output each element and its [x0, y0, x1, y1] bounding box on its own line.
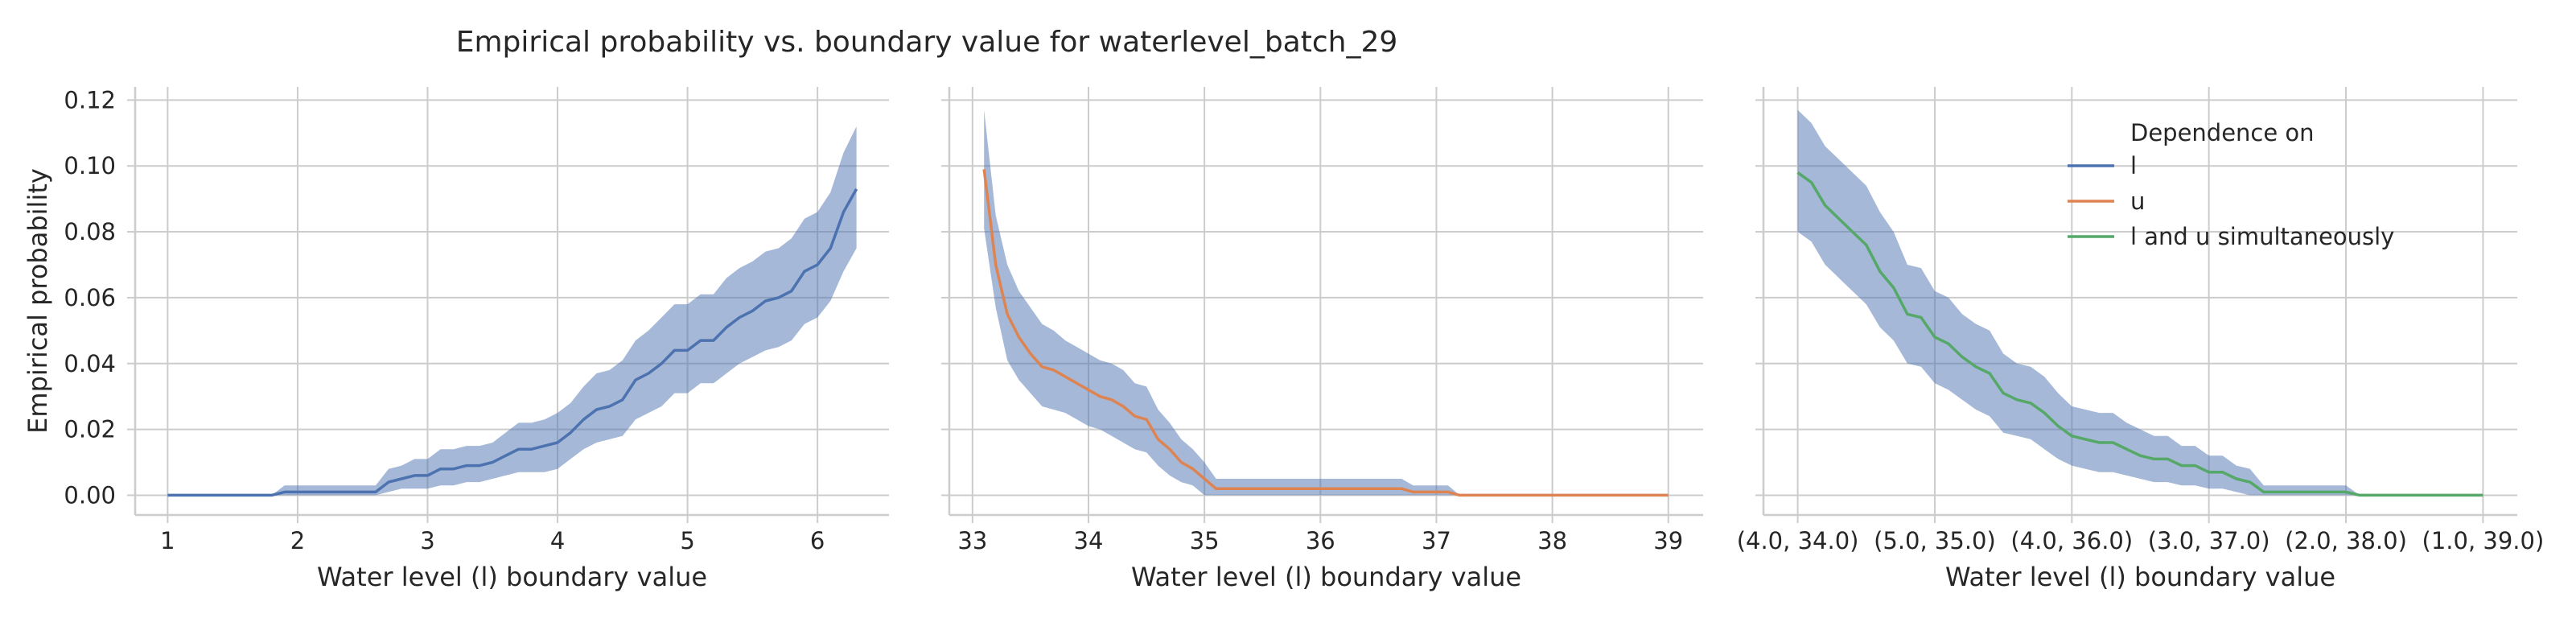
x-tick-label: 2: [290, 527, 305, 554]
y-tick-label: 0.10: [64, 152, 116, 179]
x-axis-label: Water level (l) boundary value: [1945, 562, 2335, 592]
figure-title: Empirical probability vs. boundary value…: [456, 26, 1398, 59]
y-tick-label: 0.08: [64, 218, 116, 245]
y-tick-label: 0.06: [64, 284, 116, 311]
x-tick-label: (1.0, 39.0): [2422, 527, 2545, 554]
legend-label-l: l: [2130, 152, 2137, 179]
y-tick-label: 0.00: [64, 481, 116, 509]
x-tick-label: 6: [810, 527, 825, 554]
x-tick-label: 36: [1306, 527, 1335, 554]
x-tick-label: (2.0, 38.0): [2285, 527, 2407, 554]
x-tick-label: 3: [420, 527, 434, 554]
confidence-band-l-and-u-simultaneously: [1797, 109, 2483, 496]
panel-u: 33 34 35 36 37 38 39 Water level (l) boundary v…: [941, 87, 1703, 592]
x-tick-label: (4.0, 34.0): [1737, 527, 1859, 554]
x-tick-label: 5: [680, 527, 694, 554]
y-tick-label: 0.02: [64, 416, 116, 443]
x-tick-label: 38: [1537, 527, 1567, 554]
x-tick-label: (5.0, 35.0): [1874, 527, 1996, 554]
panel-l: 1 2 3 4 5 6 0.00 0.02 0.04 0.06 0.08 0.10 0.12 Water …: [23, 86, 889, 592]
legend-label-l-and-u: l and u simultaneously: [2130, 223, 2394, 250]
panel-l-and-u: (4.0, 34.0) (5.0, 35.0) (4.0, 36.0) (3.0, 3…: [1737, 87, 2545, 592]
legend-label-u: u: [2130, 187, 2145, 215]
x-tick-label: 34: [1074, 527, 1104, 554]
x-tick-label: 35: [1190, 527, 1220, 554]
x-tick-label: (3.0, 37.0): [2148, 527, 2270, 554]
legend: Dependence on l u l and u simultaneously: [2068, 119, 2394, 250]
x-tick-label: 39: [1653, 527, 1683, 554]
y-axis-label: Empirical probability: [23, 168, 53, 434]
x-axis-label: Water level (l) boundary value: [1131, 562, 1521, 592]
y-tick-label: 0.04: [64, 350, 116, 377]
x-axis-label: Water level (l) boundary value: [317, 562, 707, 592]
legend-title: Dependence on: [2130, 119, 2315, 146]
series-line-u: [982, 169, 1669, 497]
x-tick-label: 33: [957, 527, 987, 554]
x-tick-label: (4.0, 36.0): [2010, 527, 2133, 554]
y-tick-label: 0.12: [64, 86, 116, 113]
x-tick-label: 37: [1422, 527, 1451, 554]
series-line-l-and-u-simultaneously: [1796, 171, 2483, 497]
x-tick-label: 4: [550, 527, 565, 554]
x-tick-label: 1: [160, 527, 175, 554]
confidence-band-l: [167, 126, 857, 496]
series-line-l: [167, 188, 858, 497]
